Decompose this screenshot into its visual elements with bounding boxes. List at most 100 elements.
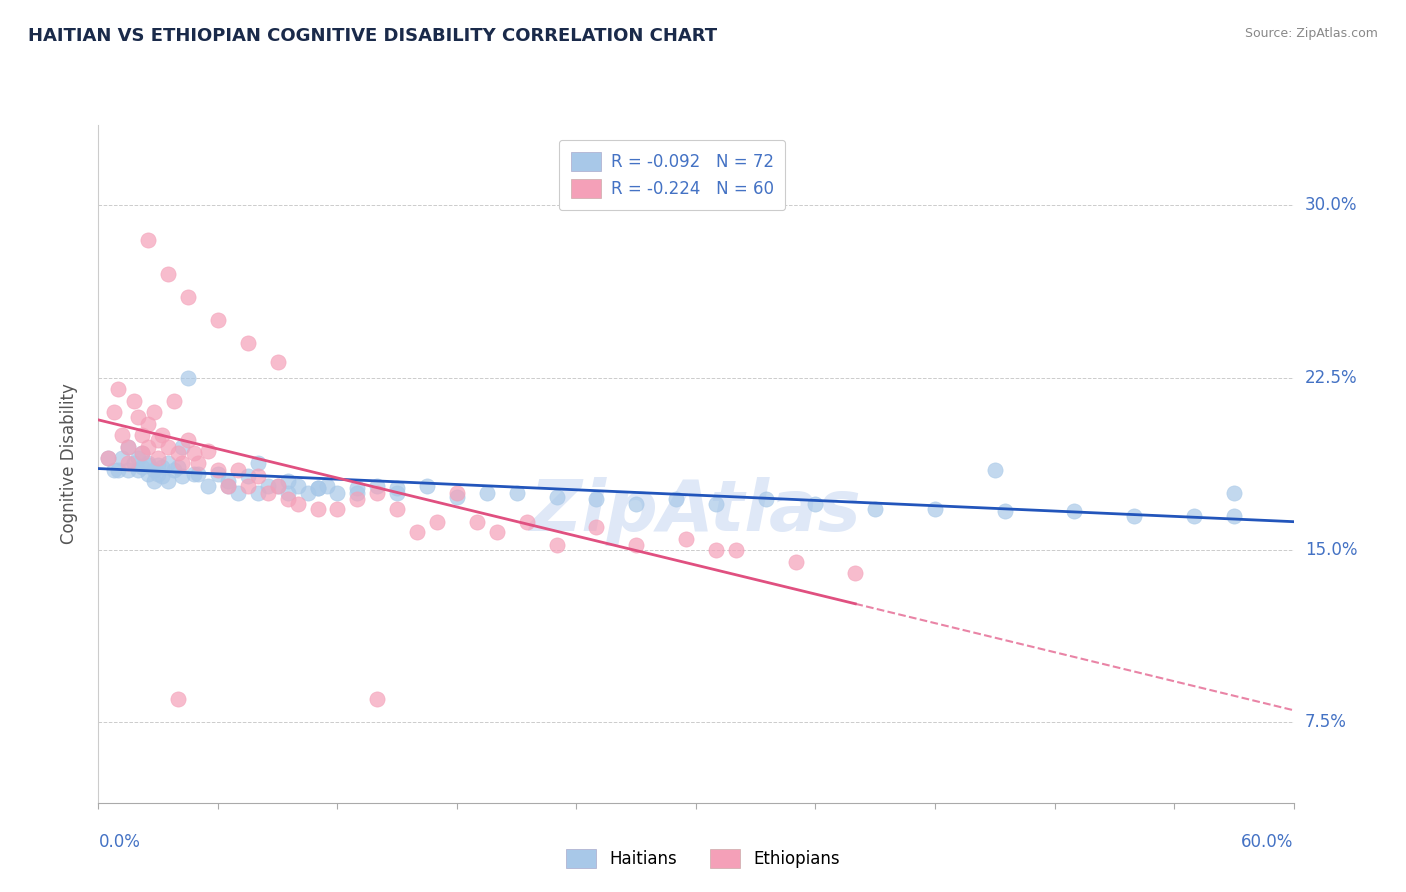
Point: [177, 290, 200, 304]
Point: [172, 469, 194, 483]
Point: [316, 478, 339, 492]
Point: [446, 490, 468, 504]
Point: [183, 467, 205, 482]
Point: [267, 354, 290, 368]
Point: [506, 485, 529, 500]
Point: [385, 481, 409, 495]
Y-axis label: Cognitive Disability: Cognitive Disability: [59, 384, 77, 544]
Point: [755, 492, 778, 507]
Point: [246, 485, 269, 500]
Point: [844, 566, 866, 580]
Point: [804, 497, 827, 511]
Point: [167, 460, 190, 475]
Point: [127, 409, 149, 424]
Legend: Haitians, Ethiopians: Haitians, Ethiopians: [560, 842, 846, 875]
Point: [346, 485, 368, 500]
Point: [97, 451, 120, 466]
Point: [163, 462, 186, 476]
Point: [136, 458, 159, 472]
Point: [724, 543, 747, 558]
Point: [217, 474, 239, 488]
Point: [1182, 508, 1205, 523]
Point: [148, 458, 170, 472]
Point: [183, 446, 205, 460]
Point: [150, 460, 173, 475]
Point: [107, 382, 129, 396]
Point: [167, 446, 190, 460]
Point: [346, 481, 368, 495]
Point: [994, 504, 1017, 518]
Point: [148, 467, 170, 482]
Point: [217, 478, 239, 492]
Point: [307, 481, 329, 495]
Point: [136, 417, 159, 431]
Point: [111, 428, 134, 442]
Point: [785, 554, 807, 568]
Point: [157, 474, 180, 488]
Point: [297, 485, 319, 500]
Point: [307, 501, 329, 516]
Point: [516, 516, 538, 530]
Point: [287, 478, 309, 492]
Point: [446, 485, 468, 500]
Point: [143, 462, 166, 476]
Text: 7.5%: 7.5%: [1305, 714, 1347, 731]
Point: [277, 492, 299, 507]
Point: [207, 467, 229, 482]
Point: [924, 501, 946, 516]
Point: [1222, 508, 1246, 523]
Point: [366, 485, 388, 500]
Point: [127, 462, 149, 476]
Point: [546, 490, 568, 504]
Point: [1123, 508, 1146, 523]
Point: [157, 440, 180, 454]
Point: [983, 462, 1005, 476]
Point: [136, 467, 159, 482]
Point: [546, 538, 568, 552]
Point: [117, 456, 139, 470]
Point: [267, 478, 290, 492]
Point: [326, 501, 349, 516]
Point: [246, 456, 269, 470]
Point: [131, 428, 153, 442]
Point: [863, 501, 886, 516]
Text: 30.0%: 30.0%: [1305, 196, 1357, 214]
Point: [157, 456, 180, 470]
Point: [207, 462, 229, 476]
Point: [107, 462, 129, 476]
Point: [131, 446, 153, 460]
Point: [1222, 485, 1246, 500]
Point: [585, 492, 607, 507]
Point: [366, 692, 388, 706]
Point: [485, 524, 508, 539]
Point: [277, 474, 299, 488]
Point: [256, 485, 278, 500]
Point: [143, 405, 166, 419]
Point: [416, 478, 439, 492]
Point: [197, 444, 219, 458]
Point: [704, 543, 727, 558]
Point: [150, 469, 173, 483]
Point: [217, 478, 239, 492]
Point: [197, 478, 219, 492]
Point: [157, 267, 180, 281]
Point: [124, 456, 146, 470]
Point: [624, 497, 647, 511]
Point: [136, 233, 159, 247]
Point: [1063, 504, 1085, 518]
Point: [97, 451, 120, 466]
Point: [236, 469, 259, 483]
Point: [177, 370, 200, 384]
Point: [406, 524, 429, 539]
Point: [187, 456, 209, 470]
Point: [207, 313, 229, 327]
Text: ZipAtlas: ZipAtlas: [530, 477, 862, 546]
Point: [163, 393, 186, 408]
Point: [287, 497, 309, 511]
Point: [117, 440, 139, 454]
Point: [177, 433, 200, 447]
Point: [346, 492, 368, 507]
Point: [366, 478, 388, 492]
Point: [426, 516, 449, 530]
Text: 0.0%: 0.0%: [98, 833, 141, 851]
